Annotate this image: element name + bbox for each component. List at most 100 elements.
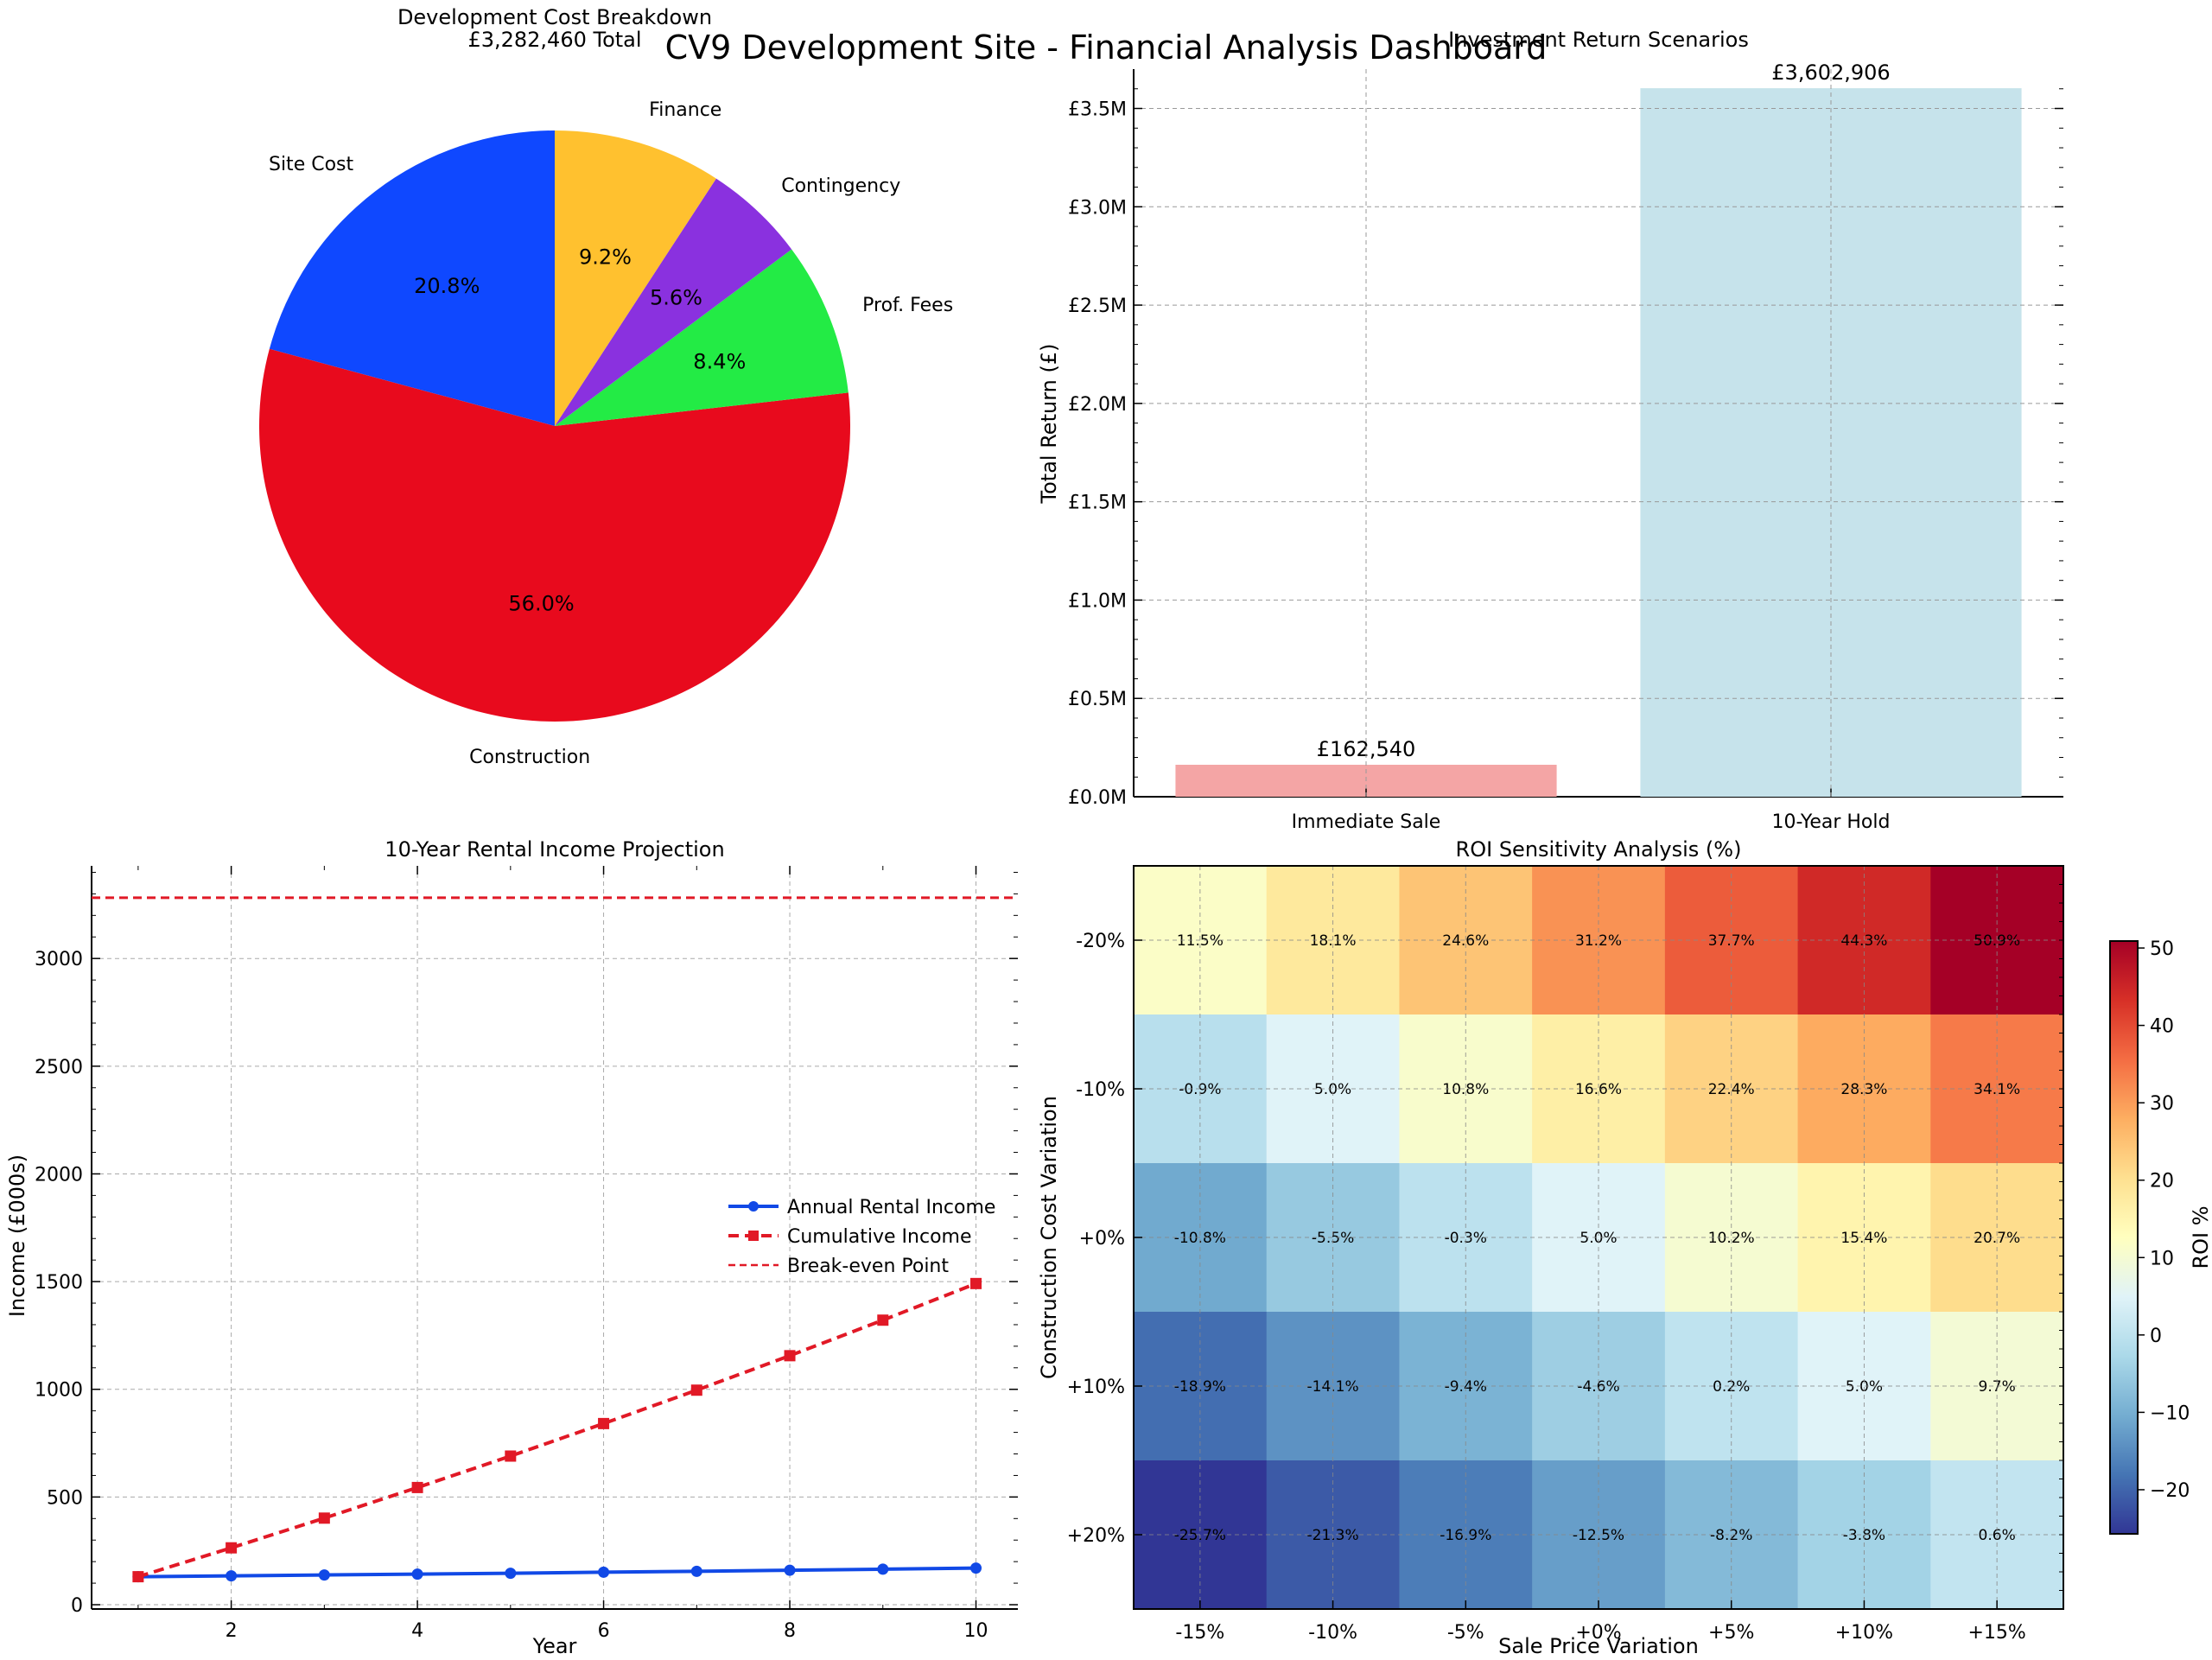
- line-x-tick-label: 8: [784, 1620, 796, 1642]
- pie-slice: [555, 130, 716, 426]
- line-y-tick-label: 0: [71, 1595, 83, 1617]
- heatmap-cell-label: -10.8%: [1174, 1230, 1226, 1247]
- heatmap-y-tick-label: +0%: [1079, 1228, 1125, 1250]
- line-x-tick-label: 2: [226, 1620, 238, 1642]
- line-xlabel: Year: [532, 1634, 577, 1658]
- heatmap-x-tick-label: -15%: [1175, 1622, 1224, 1644]
- heatmap-cell-label: 16.6%: [1575, 1081, 1622, 1098]
- pie-slice-percent: 8.4%: [693, 349, 746, 373]
- colorbar-tick-label: 20: [2150, 1171, 2174, 1193]
- bar-y-tick-label: £2.5M: [1068, 296, 1127, 317]
- pie-slice-percent: 20.8%: [414, 274, 480, 298]
- line-y-tick-label: 500: [47, 1487, 83, 1509]
- pie-slice-percent: 9.2%: [579, 245, 632, 269]
- line-x-tick-label: 4: [411, 1620, 423, 1642]
- bar-y-tick-label: £0.5M: [1068, 689, 1127, 710]
- line-title: 10-Year Rental Income Projection: [385, 837, 724, 862]
- heatmap-ylabel: Construction Cost Variation: [1037, 1096, 1061, 1379]
- heatmap-cell-label: 5.0%: [1314, 1081, 1351, 1098]
- colorbar-tick-label: −20: [2150, 1480, 2190, 1502]
- colorbar-tick-label: 30: [2150, 1093, 2174, 1115]
- line-point: [877, 1563, 889, 1575]
- line-y-tick-label: 2500: [35, 1057, 83, 1078]
- pie-slice: [269, 130, 555, 426]
- heatmap-frame: [1133, 865, 2064, 1610]
- pie-slice-percent: 5.6%: [650, 285, 702, 309]
- line-point: [784, 1564, 796, 1576]
- heatmap-cell-label: 34.1%: [1974, 1081, 2020, 1098]
- pie-chart: Development Cost Breakdown £3,282,460 To…: [258, 5, 953, 768]
- line-point: [970, 1562, 982, 1574]
- heatmap-cell-label: 31.2%: [1575, 932, 1622, 950]
- line-point: [784, 1350, 796, 1362]
- pie-slice: [258, 348, 850, 722]
- bar-category-label: 10-Year Hold: [1772, 811, 1891, 833]
- line-ylabel: Income (£000s): [5, 1154, 29, 1317]
- heatmap-cell-label: 10.2%: [1708, 1230, 1755, 1247]
- heatmap-cell-label: 44.3%: [1840, 932, 1887, 950]
- heatmap-cell-label: 22.4%: [1708, 1081, 1755, 1098]
- colorbar-tick-label: 10: [2150, 1248, 2174, 1269]
- heatmap-x-tick-label: -5%: [1447, 1622, 1484, 1644]
- heatmap-x-tick-label: +15%: [1967, 1622, 2025, 1644]
- heatmap-xlabel: Sale Price Variation: [1498, 1634, 1699, 1658]
- line-point: [970, 1277, 982, 1289]
- line-point: [877, 1314, 889, 1326]
- line-y-tick-label: 1500: [35, 1272, 83, 1294]
- legend-label: Break-even Point: [787, 1256, 949, 1277]
- line-point: [690, 1384, 702, 1396]
- heatmap-cell-label: 37.7%: [1708, 932, 1755, 950]
- colorbar-tick-label: 40: [2150, 1016, 2174, 1038]
- line-y-tick-label: 1000: [35, 1380, 83, 1402]
- line-x-tick-label: 10: [964, 1620, 988, 1642]
- heatmap-cell-label: 28.3%: [1840, 1081, 1887, 1098]
- heatmap-cell-label: -0.9%: [1179, 1081, 1221, 1098]
- heatmap-cell-label: 5.0%: [1580, 1230, 1617, 1247]
- bar-y-tick-label: £2.0M: [1068, 394, 1127, 416]
- line-x-tick-label: 6: [598, 1620, 610, 1642]
- heatmap-x-tick-label: +5%: [1708, 1622, 1754, 1644]
- heatmap-cell-label: -5.5%: [1312, 1230, 1354, 1247]
- bar-y-tick-label: £3.0M: [1068, 197, 1127, 219]
- line-point: [318, 1569, 330, 1581]
- pie-slice-label: Construction: [469, 747, 590, 768]
- line-series-path: [137, 1282, 977, 1579]
- line-point: [132, 1571, 144, 1583]
- legend-label: Annual Rental Income: [787, 1197, 995, 1218]
- heatmap-y-tick-label: +20%: [1067, 1525, 1125, 1547]
- line-y-tick-label: 2000: [35, 1164, 83, 1186]
- heatmap-cell-label: 10.8%: [1442, 1081, 1489, 1098]
- bar-title: Investment Return Scenarios: [1448, 28, 1749, 52]
- heatmap-cell-label: 18.1%: [1310, 932, 1357, 950]
- heatmap-cell-label: 11.5%: [1177, 932, 1224, 950]
- bar-y-tick-label: £1.5M: [1068, 493, 1127, 514]
- heatmap-cell-label: 15.4%: [1840, 1230, 1887, 1247]
- bar-category-label: Immediate Sale: [1292, 811, 1441, 833]
- line-point: [598, 1417, 610, 1429]
- page-title: CV9 Development Site - Financial Analysi…: [665, 29, 1548, 67]
- line-point: [318, 1512, 330, 1524]
- bar-y-tick-label: £1.0M: [1068, 590, 1127, 612]
- line-series-path: [137, 1566, 976, 1579]
- bar-chart: Investment Return Scenarios Total Return…: [1037, 28, 2063, 833]
- pie-slice: [555, 178, 792, 426]
- line-chart: 10-Year Rental Income Projection Year In…: [5, 837, 1018, 1658]
- line-point: [505, 1568, 517, 1580]
- heatmap-cell-label: 50.9%: [1974, 932, 2020, 950]
- heatmap-x-tick-label: -10%: [1308, 1622, 1357, 1644]
- heatmap-y-tick-label: -20%: [1076, 931, 1125, 952]
- line-point: [690, 1565, 702, 1577]
- pie-slice-label: Contingency: [781, 175, 900, 197]
- heatmap-title: ROI Sensitivity Analysis (%): [1456, 837, 1742, 862]
- heatmap-x-tick-label: +10%: [1835, 1622, 1893, 1644]
- heatmap-cell-label: 20.7%: [1974, 1230, 2020, 1247]
- line-point: [598, 1566, 610, 1578]
- legend-label: Cumulative Income: [787, 1226, 972, 1248]
- line-point: [411, 1481, 423, 1493]
- heatmap-y-tick-label: +10%: [1067, 1377, 1125, 1398]
- heatmap-cell-label: -0.3%: [1445, 1230, 1487, 1247]
- pie-title: Development Cost Breakdown: [397, 5, 712, 29]
- line-point: [505, 1450, 517, 1462]
- colorbar-label: ROI %: [2189, 1205, 2212, 1269]
